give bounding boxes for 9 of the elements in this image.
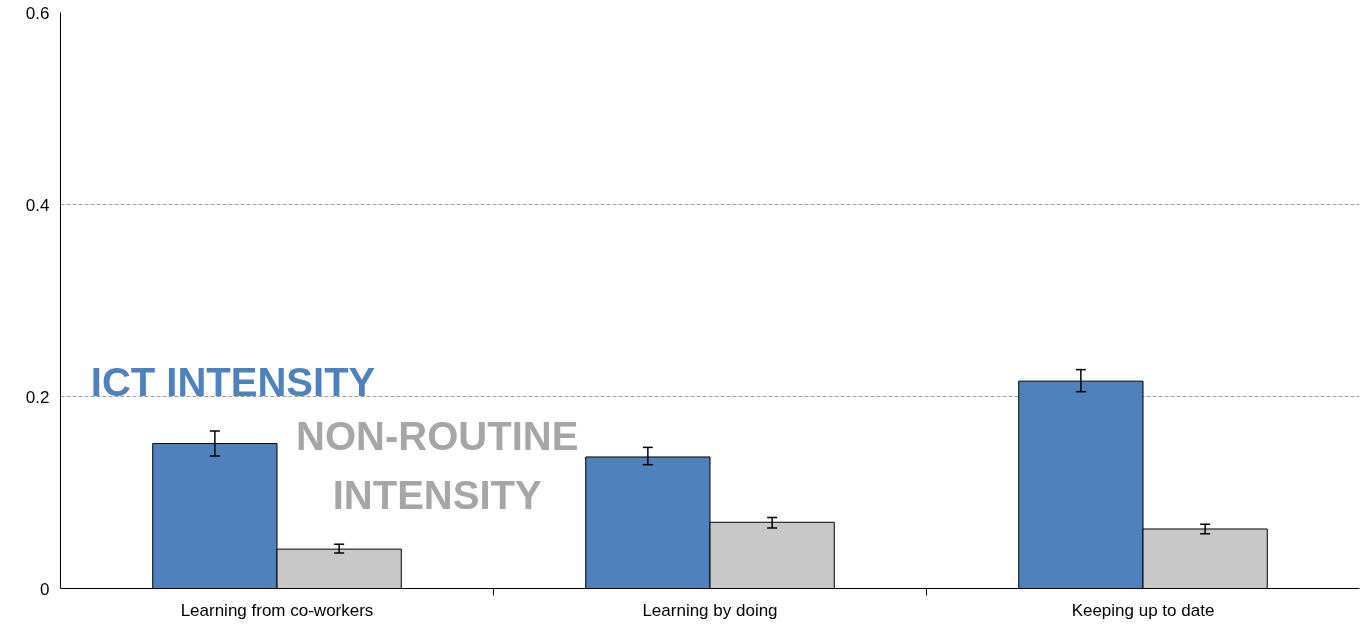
y-tick-label: 0.2 xyxy=(25,387,50,407)
y-tick-label: 0.4 xyxy=(25,195,50,215)
series-label: NON-ROUTINE INTENSITY xyxy=(296,413,579,518)
x-tick-label: Learning by doing xyxy=(642,600,778,620)
x-tick-label: Keeping up to date xyxy=(1071,600,1215,620)
y-tick-label: 0 xyxy=(40,579,50,599)
x-tick-label: Learning from co-workers xyxy=(180,600,374,620)
y-tick-label: 0.6 xyxy=(25,3,50,23)
series-label: ICT INTENSITY xyxy=(90,360,376,405)
